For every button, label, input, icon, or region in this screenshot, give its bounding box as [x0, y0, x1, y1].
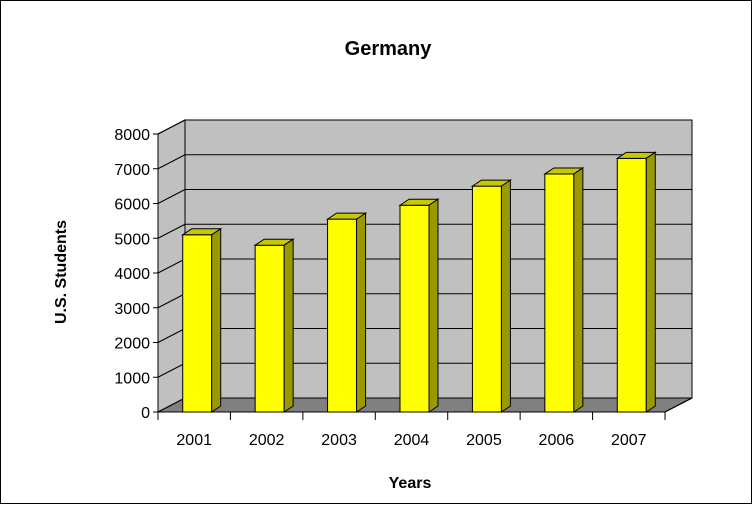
bar-side	[500, 179, 511, 413]
x-tick-label: 2007	[611, 432, 647, 449]
y-tick-label: 4000	[114, 266, 150, 283]
bar	[615, 151, 657, 413]
chart-title: Germany	[345, 38, 433, 60]
y-tick-label: 1000	[114, 370, 150, 387]
bars	[181, 151, 657, 413]
floor-edge	[664, 397, 693, 413]
bar-side	[211, 227, 222, 413]
bar-side	[356, 212, 367, 413]
y-tick-label: 5000	[114, 231, 150, 248]
bar-front	[327, 218, 358, 413]
x-tick-label: 2004	[394, 432, 430, 449]
y-tick-label: 6000	[114, 197, 150, 214]
x-tick-label: 2001	[176, 432, 212, 449]
x-tick-label: 2002	[249, 432, 285, 449]
bar	[253, 238, 295, 413]
axes	[157, 134, 693, 420]
y-tick-labels: 0 1000 2000 3000 4000 5000 6000 7000 8000	[114, 127, 150, 422]
bar-side	[283, 238, 294, 413]
gridline-side	[157, 223, 186, 239]
gridline-side	[157, 293, 186, 309]
bar-front	[544, 173, 575, 413]
bar-front	[254, 244, 285, 413]
bar-front	[471, 185, 502, 413]
bar-side	[645, 151, 656, 413]
y-axis-title: U.S. Students	[53, 220, 70, 324]
x-axis-title: Years	[389, 475, 432, 492]
x-tick-label: 2005	[466, 432, 502, 449]
gridline-side	[157, 362, 186, 378]
bar	[181, 227, 223, 413]
gridline-side	[157, 328, 186, 343]
gridline-side	[157, 154, 186, 170]
y-tick-label: 3000	[114, 301, 150, 318]
y-tick-label: 7000	[114, 162, 150, 179]
bar-front	[616, 157, 647, 413]
gridline-side	[157, 258, 186, 274]
x-tick-label: 2003	[321, 432, 357, 449]
y-tick-label: 8000	[114, 127, 150, 144]
x-tick-label: 2006	[539, 432, 575, 449]
gridline-side	[157, 119, 186, 135]
gridline-side	[157, 189, 186, 204]
bar-side	[573, 167, 584, 413]
bar-front	[399, 204, 430, 413]
bar	[543, 167, 585, 413]
bar	[398, 198, 440, 413]
bar	[325, 212, 368, 413]
y-tick-label: 2000	[114, 336, 150, 353]
bar-side	[428, 198, 439, 413]
bar	[470, 179, 513, 413]
x-tick-labels: 2001 2002 2003 2004 2005 2006 2007	[176, 432, 646, 449]
bar-front	[182, 234, 213, 413]
y-tick-label: 0	[141, 405, 150, 422]
